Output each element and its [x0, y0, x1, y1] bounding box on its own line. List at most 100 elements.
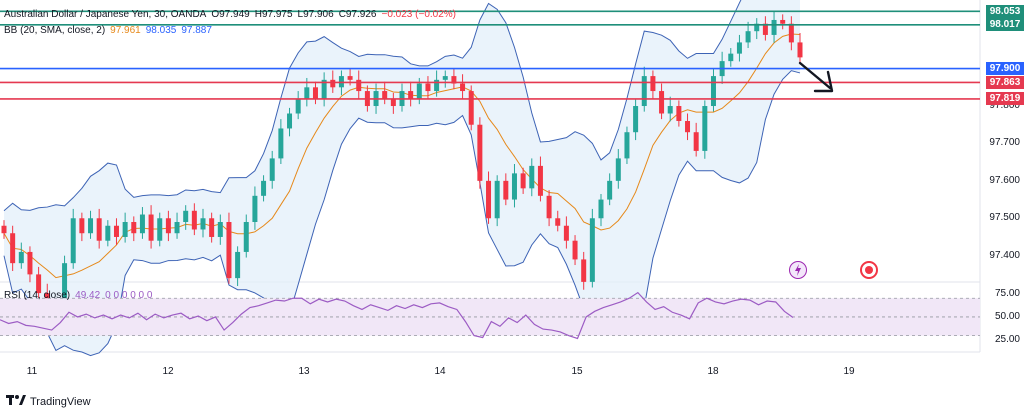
- candle-body: [788, 23, 794, 43]
- candle-body: [503, 180, 509, 200]
- annotation-arrow: [798, 61, 834, 93]
- rsi-band-fill: [0, 298, 980, 336]
- candle-body: [226, 222, 232, 279]
- time-tick-label: 19: [843, 366, 855, 377]
- candle-body: [511, 173, 517, 200]
- candle-body: [131, 222, 137, 234]
- symbol-title[interactable]: Australian Dollar / Japanese Yen, 30, OA…: [4, 9, 207, 20]
- time-tick-label: 12: [162, 366, 174, 377]
- time-tick-label: 15: [571, 366, 583, 377]
- price-tick-label: 97.400: [989, 249, 1020, 261]
- candle-body: [10, 233, 16, 264]
- candle-body: [183, 210, 189, 223]
- candle-body: [261, 180, 267, 196]
- candle-body: [745, 31, 751, 43]
- candle-body: [486, 180, 492, 219]
- candle-body: [390, 98, 396, 107]
- price-tick-label: 97.800: [989, 100, 1020, 112]
- price-level-tag[interactable]: 98.017: [986, 18, 1024, 32]
- candle-body: [27, 251, 33, 275]
- candle-body: [139, 214, 145, 234]
- candle-body: [589, 218, 595, 282]
- candle-body: [79, 218, 85, 234]
- candle-body: [451, 76, 457, 84]
- tradingview-logo: [6, 394, 26, 409]
- candle-body: [425, 83, 431, 92]
- ohlc-low: L97.906: [297, 9, 334, 20]
- candle-body: [312, 87, 318, 99]
- candle-body: [477, 124, 483, 181]
- price-change: −0.023 (−0.02%): [381, 9, 457, 20]
- candle-body: [408, 91, 414, 99]
- candle-body: [434, 79, 440, 92]
- price-level-tag[interactable]: 97.819: [986, 92, 1024, 106]
- rsi-tick-label: 50.00: [994, 310, 1020, 322]
- candle-body: [624, 132, 630, 159]
- candle-body: [702, 106, 708, 151]
- candle-body: [650, 76, 656, 92]
- candle-body: [754, 23, 760, 32]
- candle-body: [460, 83, 466, 92]
- candle-body: [598, 199, 604, 219]
- candle-body: [676, 106, 682, 121]
- candle-body: [563, 225, 569, 241]
- price-level-tag[interactable]: 98.053: [986, 4, 1024, 18]
- bb-fill: [4, 0, 800, 356]
- candle-body: [693, 132, 699, 151]
- rsi-legend[interactable]: RSI (14, close) 49.42 0 0 0 0 0 0: [4, 290, 157, 301]
- price-tick-label: 97.600: [989, 174, 1020, 186]
- time-tick-label: 14: [434, 366, 446, 377]
- rsi-label: RSI (14, close): [4, 290, 71, 301]
- bb-label: BB (20, SMA, close, 2): [4, 25, 106, 36]
- tradingview-footer[interactable]: TradingView: [6, 394, 91, 409]
- candle-body: [797, 42, 803, 58]
- candle-body: [96, 218, 102, 241]
- candle-body: [200, 218, 206, 230]
- bb-basis-value: 97.961: [110, 25, 141, 36]
- candle-body: [18, 251, 24, 264]
- bb-upper-value: 98.035: [145, 25, 177, 36]
- candle-body: [88, 218, 94, 234]
- candle-body: [174, 222, 180, 234]
- candle-body: [148, 214, 154, 241]
- candle-body: [615, 158, 621, 181]
- candle-body: [191, 210, 197, 230]
- candle-body: [771, 19, 777, 35]
- candle-body: [555, 218, 561, 226]
- price-level-tag[interactable]: 97.863: [986, 75, 1024, 89]
- ohlc-open: O97.949: [211, 9, 250, 20]
- candle-body: [243, 222, 249, 252]
- candle-body: [36, 274, 42, 294]
- candle-body: [330, 79, 336, 88]
- bb-upper-band: [3, 0, 742, 212]
- candle-body: [1, 225, 7, 234]
- bb-lower-value: 97.887: [181, 25, 212, 36]
- time-tick-label: 13: [298, 366, 310, 377]
- price-level-tag[interactable]: 97.900: [986, 62, 1024, 76]
- lightning-icon[interactable]: [789, 261, 807, 279]
- candle-body: [633, 106, 639, 133]
- time-tick-label: 18: [707, 366, 719, 377]
- candle-body: [728, 53, 734, 62]
- candle-body: [710, 76, 716, 107]
- bb-legend[interactable]: BB (20, SMA, close, 2) 97.961 98.035 97.887: [4, 25, 217, 36]
- candle-body: [165, 218, 171, 234]
- candle-body: [667, 106, 673, 114]
- record-icon[interactable]: [860, 261, 878, 279]
- candle-body: [520, 173, 526, 189]
- rsi-tick-label: 75.00: [994, 287, 1020, 299]
- rsi-line: [0, 291, 794, 340]
- candle-body: [304, 87, 310, 99]
- candle-body: [780, 19, 786, 24]
- candle-body: [347, 76, 353, 80]
- candle-body: [217, 222, 223, 237]
- time-tick-label: 11: [26, 366, 38, 377]
- candle-body: [382, 91, 388, 99]
- candle-body: [70, 218, 76, 264]
- rsi-value: 49.42: [75, 290, 101, 301]
- candle-body: [252, 195, 258, 223]
- candle-body: [105, 225, 111, 241]
- candle-body: [209, 218, 215, 237]
